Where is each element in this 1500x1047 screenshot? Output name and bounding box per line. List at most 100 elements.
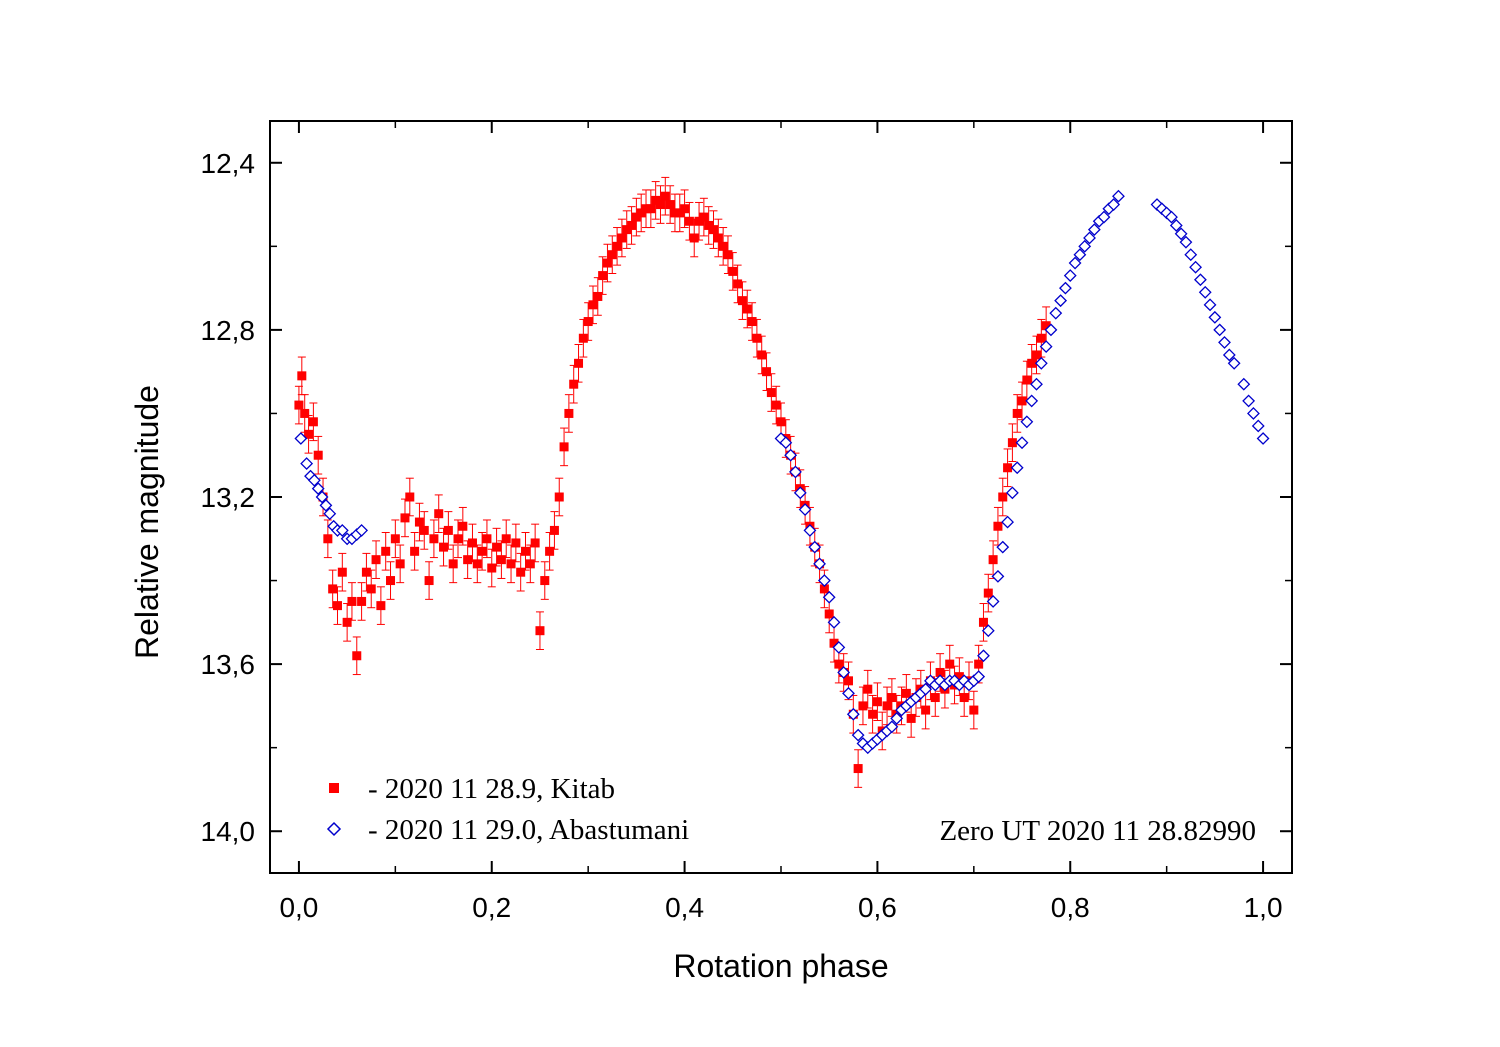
abastumani-point: [1222, 348, 1236, 362]
kitab-point: [472, 559, 482, 569]
kitab-point: [583, 317, 593, 327]
kitab-point: [983, 588, 993, 598]
kitab-point: [704, 220, 714, 230]
kitab-point: [337, 567, 347, 577]
abastumani-point: [919, 682, 933, 696]
kitab-point: [593, 291, 603, 301]
abastumani-point: [1237, 377, 1251, 391]
kitab-point: [945, 659, 955, 669]
kitab-point: [723, 250, 733, 260]
kitab-point: [651, 195, 661, 205]
kitab-point: [699, 212, 709, 222]
kitab-point: [829, 638, 839, 648]
kitab-point: [1012, 408, 1022, 418]
legend-label-abastumani: - 2020 11 29.0, Abastumani: [368, 814, 689, 846]
abastumani-point: [1193, 273, 1207, 287]
abastumani-point: [1218, 336, 1231, 349]
abastumani-point: [1203, 298, 1217, 312]
kitab-point: [863, 684, 873, 694]
abastumani-point: [1087, 223, 1101, 237]
abastumani-point: [355, 524, 369, 537]
abastumani-point: [1073, 248, 1087, 262]
abastumani-point: [1179, 235, 1193, 249]
kitab-point: [540, 576, 550, 586]
abastumani-point: [851, 728, 865, 742]
kitab-point: [1007, 438, 1017, 448]
kitab-point: [467, 538, 477, 548]
abastumani-point: [822, 590, 836, 604]
kitab-point: [419, 525, 429, 535]
kitab-point: [429, 534, 439, 544]
kitab-point: [853, 764, 863, 774]
abastumani-point: [803, 524, 817, 537]
kitab-point: [381, 546, 391, 556]
kitab-point: [414, 517, 424, 527]
kitab-point: [304, 429, 314, 439]
kitab-point: [549, 525, 559, 535]
y-tick-label: 12,8: [201, 315, 256, 346]
kitab-point: [776, 417, 786, 427]
abastumani-point: [294, 432, 308, 445]
abastumani-point: [1107, 198, 1121, 211]
abastumani-point: [784, 448, 798, 462]
kitab-point: [453, 534, 463, 544]
abastumani-point: [1034, 356, 1048, 370]
abastumani-point: [1097, 210, 1111, 224]
kitab-point: [762, 367, 772, 377]
kitab-point: [709, 225, 719, 235]
kitab-point: [993, 521, 1003, 531]
kitab-point: [554, 492, 564, 502]
abastumani-point: [1044, 323, 1058, 337]
plot-frame: [269, 120, 1293, 874]
kitab-point: [617, 233, 627, 243]
kitab-point: [607, 250, 617, 260]
abastumani-point: [779, 436, 793, 450]
abastumani-point: [832, 640, 846, 654]
abastumani-point: [1169, 219, 1183, 232]
kitab-point: [357, 596, 367, 606]
kitab-point: [598, 271, 608, 281]
kitab-point: [689, 233, 699, 243]
abastumani-point: [1174, 227, 1188, 241]
kitab-point: [901, 688, 911, 698]
abastumani-point: [300, 457, 314, 470]
kitab-point: [297, 371, 307, 381]
kitab-point: [1036, 333, 1046, 343]
kitab-point: [424, 576, 434, 586]
kitab-point: [477, 546, 487, 556]
kitab-point: [525, 559, 535, 569]
legend-marker-kitab: [329, 783, 339, 793]
kitab-point: [564, 408, 574, 418]
kitab-point: [636, 208, 646, 218]
kitab-point: [858, 701, 868, 711]
kitab-point: [400, 513, 410, 523]
abastumani-point: [996, 540, 1010, 554]
axis-ticks: [270, 121, 1292, 873]
kitab-point: [843, 676, 853, 686]
abastumani-point: [311, 482, 325, 496]
abastumani-point: [977, 649, 990, 663]
kitab-point: [1017, 396, 1027, 406]
x-axis-title: Rotation phase: [673, 948, 888, 984]
kitab-point: [728, 266, 738, 276]
kitab-point: [516, 567, 526, 577]
kitab-point: [501, 534, 511, 544]
abastumani-point: [827, 615, 841, 629]
kitab-point: [376, 601, 386, 611]
abastumani-point: [1165, 210, 1178, 224]
kitab-point: [935, 667, 945, 677]
abastumani-point: [1247, 407, 1260, 420]
kitab-point: [410, 546, 420, 556]
kitab-point: [1022, 375, 1032, 385]
kitab-point: [521, 546, 530, 556]
kitab-point: [834, 659, 844, 669]
kitab-point: [439, 542, 449, 552]
kitab-point: [506, 559, 516, 569]
kitab-point: [737, 296, 747, 306]
kitab-point: [313, 450, 323, 460]
kitab-point: [660, 191, 670, 201]
kitab-point: [530, 538, 540, 548]
abastumani-point: [1213, 323, 1227, 337]
abastumani-point: [986, 595, 1000, 608]
kitab-point: [463, 555, 473, 565]
